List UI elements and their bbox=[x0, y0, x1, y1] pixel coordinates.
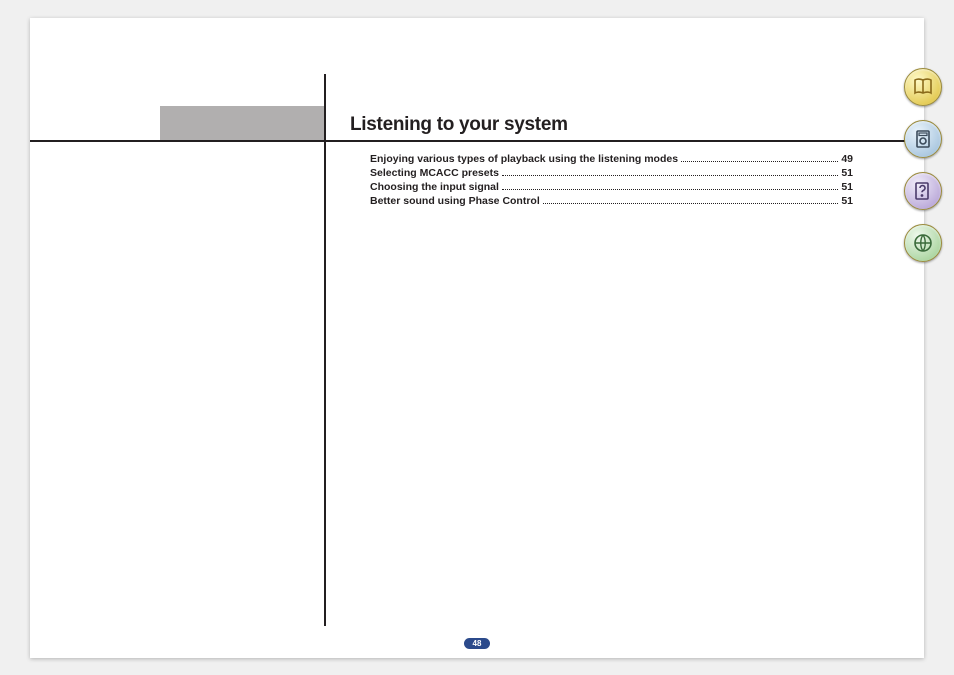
vertical-rule bbox=[324, 74, 326, 626]
toc-item[interactable]: Choosing the input signal 51 bbox=[370, 181, 853, 193]
book-icon[interactable] bbox=[904, 68, 942, 106]
toc-item-page: 51 bbox=[841, 167, 853, 179]
toc-item-page: 51 bbox=[841, 181, 853, 193]
network-icon[interactable] bbox=[904, 224, 942, 262]
page-number-wrap: 48 bbox=[30, 633, 924, 651]
device-icon[interactable] bbox=[904, 120, 942, 158]
toc-item-label: Selecting MCACC presets bbox=[370, 167, 499, 179]
toc-item-label: Choosing the input signal bbox=[370, 181, 499, 193]
toc-item[interactable]: Better sound using Phase Control 51 bbox=[370, 195, 853, 207]
toc-item[interactable]: Selecting MCACC presets 51 bbox=[370, 167, 853, 179]
page-number: 48 bbox=[464, 638, 491, 649]
chapter-tab bbox=[160, 106, 324, 140]
toc-item-leader bbox=[543, 203, 839, 204]
side-nav bbox=[904, 68, 948, 276]
toc-item[interactable]: Enjoying various types of playback using… bbox=[370, 153, 853, 165]
horizontal-rule bbox=[30, 140, 924, 142]
manual-page: Listening to your system Enjoying variou… bbox=[30, 18, 924, 658]
toc-item-label: Better sound using Phase Control bbox=[370, 195, 540, 207]
help-icon[interactable] bbox=[904, 172, 942, 210]
table-of-contents: Enjoying various types of playback using… bbox=[370, 153, 853, 209]
chapter-title: Listening to your system bbox=[350, 114, 568, 136]
toc-item-leader bbox=[502, 189, 838, 190]
toc-item-leader bbox=[502, 175, 838, 176]
toc-item-page: 51 bbox=[841, 195, 853, 207]
toc-item-page: 49 bbox=[841, 153, 853, 165]
toc-item-leader bbox=[681, 161, 838, 162]
toc-item-label: Enjoying various types of playback using… bbox=[370, 153, 678, 165]
